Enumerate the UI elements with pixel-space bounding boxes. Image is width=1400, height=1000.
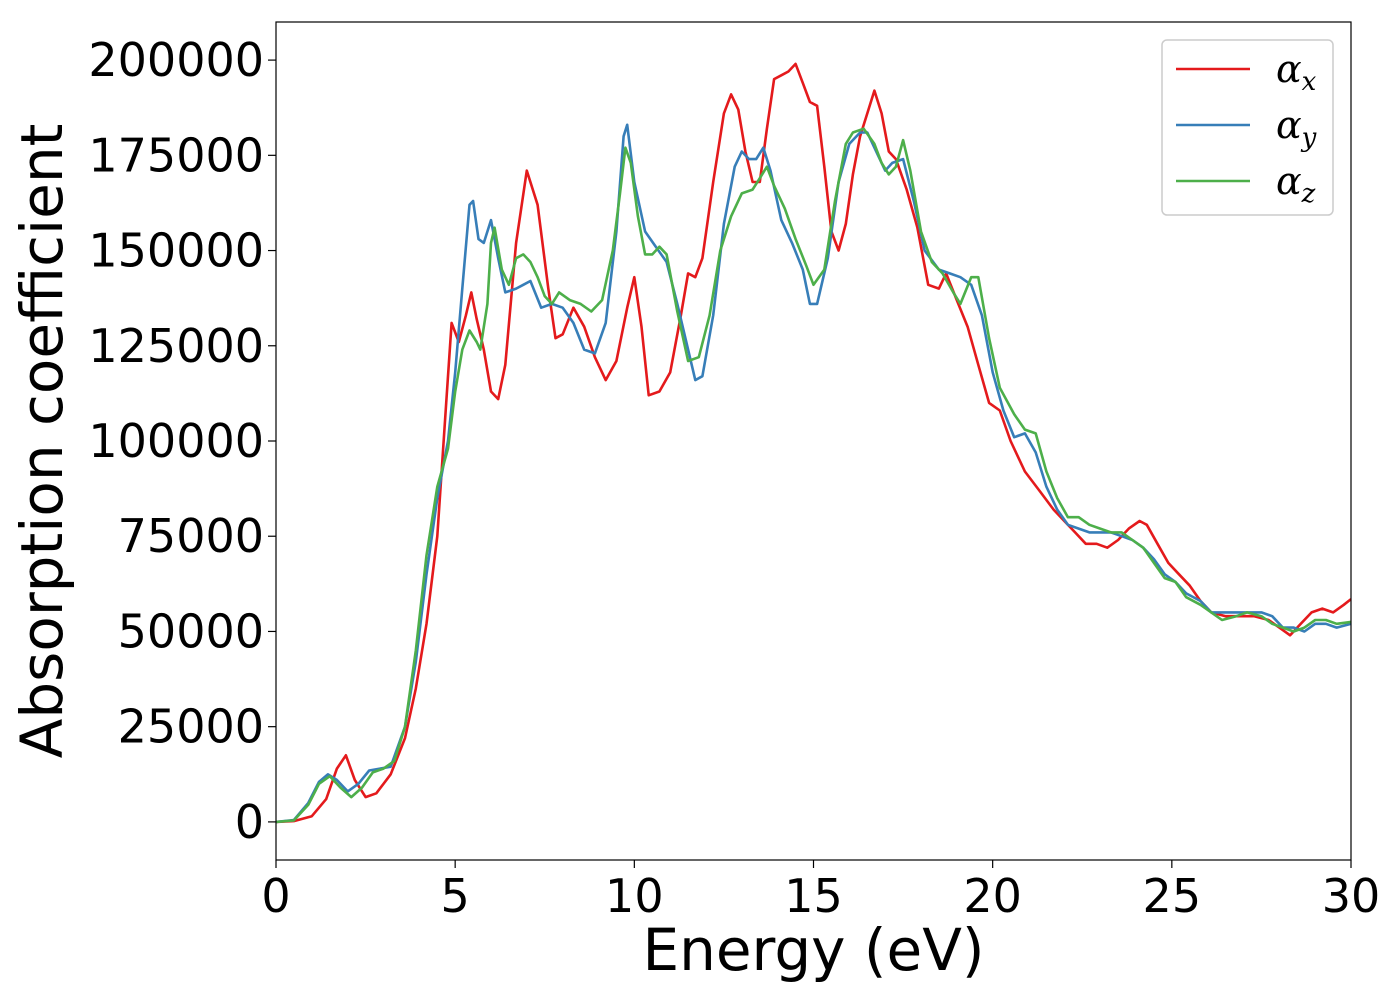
y-tick-label: 200000: [88, 33, 264, 87]
x-tick-label: 20: [963, 869, 1022, 923]
y-tick-label: 50000: [118, 604, 264, 658]
legend-box: [1161, 39, 1334, 216]
legend-label-x: αx: [1276, 47, 1317, 97]
y-tick-label: 0: [235, 795, 264, 849]
y-tick-label: 25000: [118, 700, 264, 754]
x-tick-label: 30: [1322, 869, 1381, 923]
y-tick-label: 100000: [88, 414, 264, 468]
x-axis: 0 5 10 15 20 25 30: [261, 860, 1380, 923]
legend-label-y: αy: [1276, 103, 1317, 153]
series-line-z: [276, 127, 1351, 824]
x-axis-title: Energy (eV): [642, 916, 984, 984]
y-tick-label: 150000: [88, 224, 264, 278]
series-line-x: [276, 62, 1351, 824]
x-tick-label: 5: [441, 869, 470, 923]
x-tick-label: 0: [261, 869, 290, 923]
y-axis-title: Absorption coefficient: [8, 124, 76, 759]
legend: αx αy αz: [1161, 39, 1334, 216]
y-axis: 0 25000 50000 75000 100000 125000 150000 175000…: [88, 33, 276, 849]
y-tick-label: 175000: [88, 128, 264, 182]
series-line-y: [276, 123, 1351, 824]
x-tick-label: 10: [605, 869, 664, 923]
y-tick-label: 125000: [88, 319, 264, 373]
plot-lines: [276, 62, 1351, 824]
x-tick-label: 15: [784, 869, 843, 923]
legend-label-z: αz: [1276, 159, 1316, 209]
x-tick-label: 25: [1143, 869, 1202, 923]
y-tick-label: 75000: [118, 509, 264, 563]
